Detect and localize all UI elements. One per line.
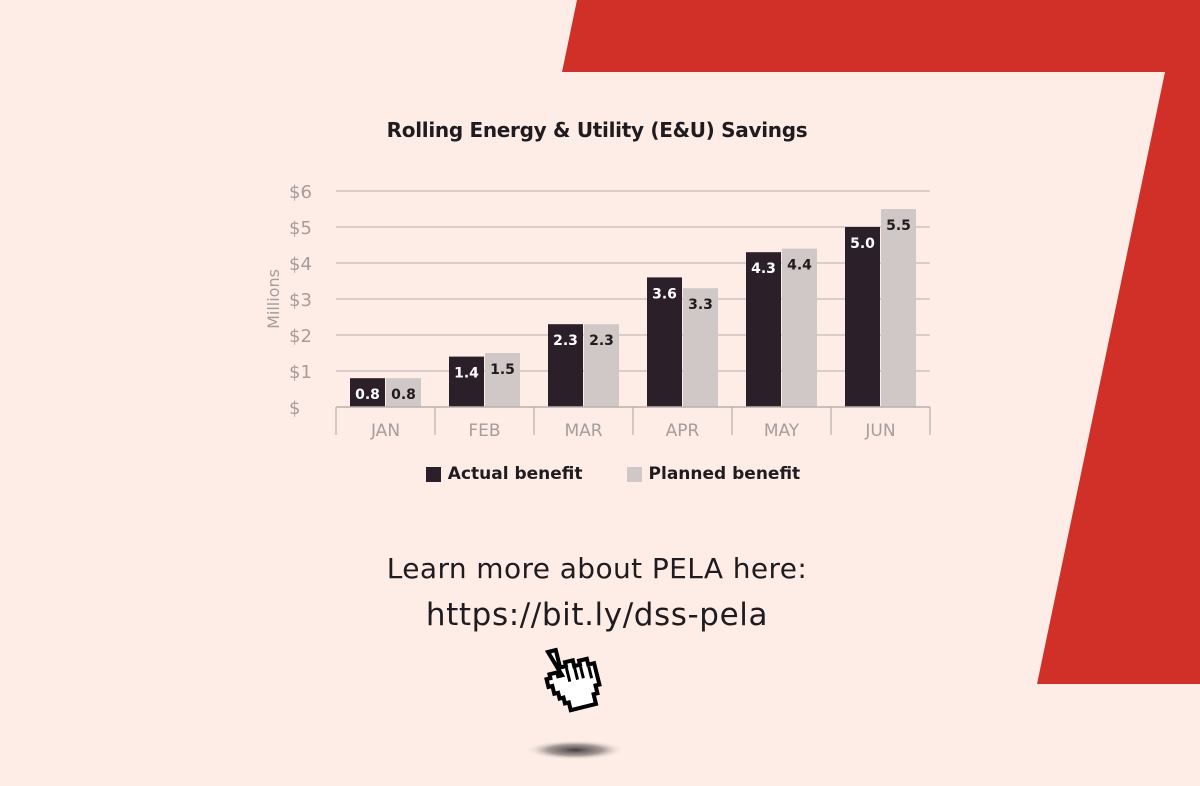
legend: Actual benefit Planned benefit <box>0 464 1200 484</box>
actual-bar <box>845 227 880 407</box>
planned-bar <box>485 353 520 407</box>
data-label: 1.4 <box>454 366 479 382</box>
planned-bar <box>881 209 916 407</box>
bars: 0.8 0.8 1.4 1.5 2.3 2.3 3.6 3.3 4.3 4.4 5.0 5.5 <box>350 209 916 407</box>
data-label: 3.6 <box>652 286 677 302</box>
x-tick-label: MAR <box>564 421 602 441</box>
x-tick-label: JUN <box>864 421 895 441</box>
planned-bar <box>782 248 817 407</box>
planned-bar <box>386 378 421 407</box>
y-tick-label: $5 <box>289 218 312 239</box>
y-tick-label: $4 <box>289 254 312 275</box>
planned-bar <box>584 324 619 407</box>
actual-bar <box>449 356 484 407</box>
red-accent-shape <box>562 0 1200 684</box>
legend-swatch-actual <box>425 466 441 482</box>
data-label: 5.5 <box>886 218 911 234</box>
data-label: 2.3 <box>553 333 578 349</box>
data-label: 5.0 <box>850 236 875 252</box>
y-axis-ticks: $ $1 $2 $3 $4 $5 $6 <box>289 182 312 419</box>
legend-label-planned: Planned benefit <box>648 464 801 484</box>
data-label: 2.3 <box>589 333 614 349</box>
x-tick-label: FEB <box>468 421 500 441</box>
legend-label-actual: Actual benefit <box>447 464 583 484</box>
data-label: 1.5 <box>490 362 515 378</box>
x-tick-label: MAY <box>764 421 800 441</box>
y-tick-label: $ <box>289 398 300 419</box>
chart-title: Rolling Energy & Utility (E&U) Savings <box>386 118 808 142</box>
legend-item-actual: Actual benefit <box>425 464 583 484</box>
pointer-hand-icon[interactable] <box>540 642 604 714</box>
y-tick-label: $6 <box>289 182 312 203</box>
legend-swatch-planned <box>626 466 642 482</box>
gridlines <box>336 190 930 372</box>
actual-bar <box>647 277 682 407</box>
x-tick-label: APR <box>666 421 700 441</box>
cursor-shadow <box>525 740 625 760</box>
actual-bar <box>746 252 781 407</box>
data-label: 0.8 <box>391 387 416 403</box>
y-axis-label: Millions <box>264 269 283 329</box>
data-label: 0.8 <box>355 387 380 403</box>
cta-link[interactable]: https://bit.ly/dss-pela <box>425 597 769 633</box>
y-tick-label: $1 <box>289 362 312 383</box>
y-tick-label: $2 <box>289 326 312 347</box>
y-tick-label: $3 <box>289 290 312 311</box>
planned-bar <box>683 288 718 407</box>
x-axis: JAN FEB MAR APR MAY JUN <box>335 406 931 441</box>
data-label: 4.4 <box>787 258 812 274</box>
x-tick-label: JAN <box>370 421 400 441</box>
data-label: 4.3 <box>751 261 776 277</box>
actual-bar <box>548 324 583 407</box>
cta-text: Learn more about PELA here: <box>386 552 808 585</box>
legend-item-planned: Planned benefit <box>626 464 801 484</box>
data-label: 3.3 <box>688 297 713 313</box>
actual-bar <box>350 378 385 407</box>
